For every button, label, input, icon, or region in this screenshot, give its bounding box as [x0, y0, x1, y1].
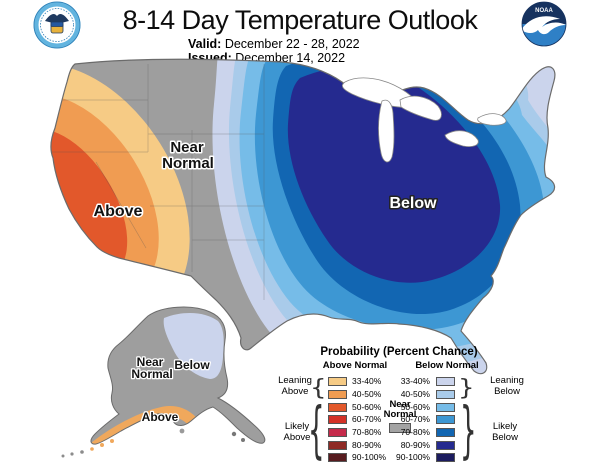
- lake-huron: [399, 95, 442, 121]
- above-swatch-80-90: [328, 441, 347, 450]
- ak-label-below: Below: [174, 358, 210, 372]
- band-above-50-60-core: [50, 128, 128, 280]
- above-pct-label: 90-100%: [352, 452, 387, 462]
- above-pct-label: 33-40%: [352, 376, 382, 386]
- noaa-gull-icon: [522, 16, 566, 35]
- above-pct-label: 50-60%: [352, 402, 382, 412]
- leaning-below-label: Leaning Below: [490, 375, 524, 397]
- likely-above-label: Likely Above: [283, 421, 311, 443]
- above-swatch-70-80: [328, 428, 347, 437]
- likely-below-brace: }: [460, 396, 477, 464]
- ak-band-below: [163, 312, 224, 379]
- label-below: Below: [389, 195, 437, 212]
- above-swatch-50-60: [328, 403, 347, 412]
- legend-near-normal-line1: Near: [389, 399, 411, 410]
- below-swatch-50-60: [436, 403, 455, 412]
- doc-seal-logo: [33, 1, 81, 49]
- near-normal-swatch: [389, 423, 411, 433]
- band-below-80-90-core: [287, 66, 501, 283]
- leaning-above-label: Leaning Above: [278, 375, 312, 397]
- above-pct-label: 70-80%: [352, 427, 382, 437]
- below-pct-label: 33-40%: [400, 376, 430, 386]
- below-pct-label: 90-100%: [395, 452, 430, 462]
- likely-above-brace: {: [308, 396, 325, 464]
- below-normal-header: Below Normal: [415, 360, 479, 371]
- below-pct-label: 50-60%: [400, 402, 430, 412]
- ak-label-near-line2: Normal: [131, 367, 172, 381]
- ak-label-above: Above: [142, 410, 179, 424]
- legend-title: Probability (Percent Chance): [320, 346, 478, 358]
- below-swatch-90-100: [436, 453, 455, 462]
- label-above: Above: [94, 203, 143, 220]
- above-swatch-90-100: [328, 453, 347, 462]
- below-pct-label: 70-80%: [400, 427, 430, 437]
- legend-near-normal-line2: Normal: [383, 409, 417, 420]
- valid-label: Valid:: [188, 37, 222, 51]
- below-pct-label: 80-90%: [400, 440, 430, 450]
- page-title: 8-14 Day Temperature Outlook: [122, 5, 478, 35]
- above-swatch-33-40: [328, 377, 347, 386]
- likely-below-label: Likely Below: [492, 421, 518, 443]
- ak-label-near-line1: Near: [137, 355, 164, 369]
- lake-ontario: [477, 113, 507, 126]
- lake-michigan: [378, 99, 395, 163]
- label-near-normal-line2: Normal: [162, 155, 214, 172]
- above-swatch-60-70: [328, 415, 347, 424]
- leaning-above-brace: {: [310, 375, 327, 401]
- below-swatch-33-40: [436, 377, 455, 386]
- above-pct-label: 60-70%: [352, 414, 382, 424]
- ak-band-above: [90, 406, 199, 445]
- below-swatch-70-80: [436, 428, 455, 437]
- above-pct-label: 80-90%: [352, 440, 382, 450]
- above-swatch-40-50: [328, 390, 347, 399]
- alaska-outline: [90, 306, 266, 445]
- above-normal-header: Above Normal: [322, 360, 388, 371]
- label-near-normal-line1: Near: [170, 139, 204, 156]
- leaning-below-brace: }: [458, 375, 475, 401]
- state-borders: [52, 64, 265, 300]
- noaa-logo-text: NOAA: [535, 8, 553, 14]
- above-pct-label: 40-50%: [352, 389, 382, 399]
- conus-outline: [50, 58, 556, 375]
- lake-erie: [444, 130, 479, 148]
- below-swatch-80-90: [436, 441, 455, 450]
- below-swatch-60-70: [436, 415, 455, 424]
- great-lakes: [342, 77, 507, 163]
- aleutian-islands: [61, 428, 245, 458]
- below-pct-label: 40-50%: [400, 389, 430, 399]
- valid-value: December 22 - 28, 2022: [224, 37, 360, 51]
- below-pct-label: 60-70%: [400, 414, 430, 424]
- noaa-logo: NOAA: [521, 1, 567, 47]
- doc-eagle-icon: [45, 13, 69, 23]
- below-swatch-40-50: [436, 390, 455, 399]
- probability-legend: Probability (Percent Chance) Above Norma…: [260, 344, 600, 464]
